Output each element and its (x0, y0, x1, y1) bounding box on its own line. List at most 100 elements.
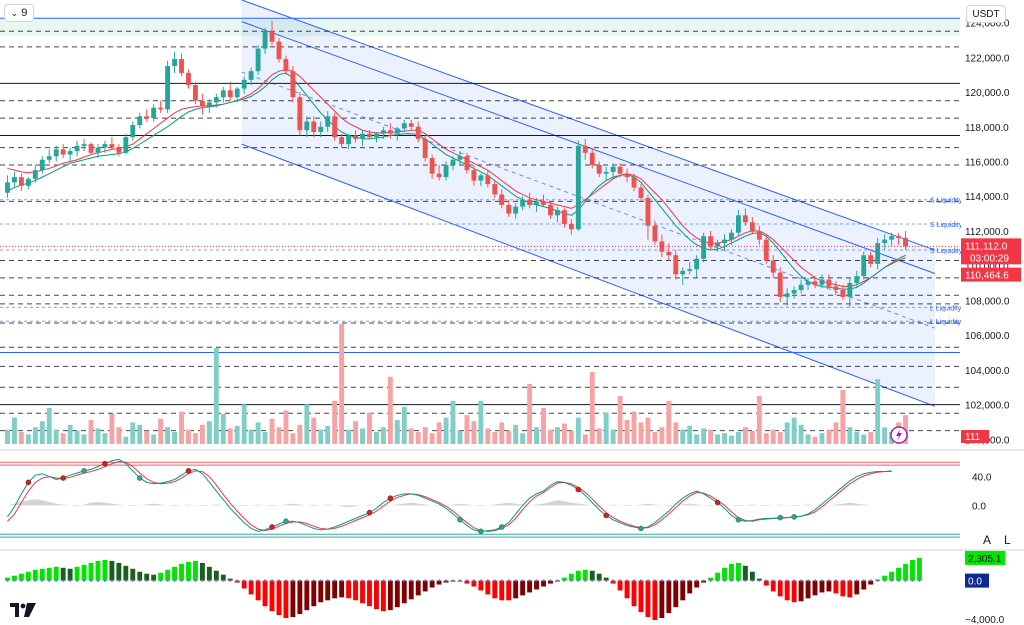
histogram-zero-dot (452, 579, 455, 582)
stoch-cross-up-marker (499, 524, 505, 530)
histogram-bar (722, 567, 727, 581)
volume-bar (255, 422, 261, 444)
histogram-bar (917, 557, 922, 581)
price-tick-label: 124,000.0 (965, 19, 1010, 30)
volume-bar (742, 427, 748, 444)
histogram-zero-dot (674, 579, 677, 582)
histogram-bar (854, 580, 860, 595)
histogram-zero-dot (869, 579, 872, 582)
candle-body (158, 107, 164, 110)
candle-body (172, 59, 177, 66)
histogram-bar (172, 566, 177, 581)
stoch-cross-up-marker (81, 468, 87, 474)
histogram-zero-dot (695, 579, 698, 582)
candle-body (74, 145, 80, 152)
candle-body (12, 177, 17, 183)
histogram-bar (415, 580, 421, 596)
candle-body (276, 41, 282, 60)
volume-bar (701, 428, 707, 444)
histogram-bar (297, 580, 303, 615)
candle-body (513, 206, 519, 214)
histogram-bar (429, 580, 435, 588)
candle-body (255, 48, 261, 72)
volume-bar (248, 429, 254, 444)
auto-scale-button[interactable]: A (983, 533, 992, 547)
candle-body (297, 97, 303, 131)
volume-bar (374, 432, 379, 444)
price-tick-label: 114,000.0 (965, 192, 1009, 203)
histogram-bar (666, 580, 672, 614)
histogram-bar (471, 580, 477, 587)
histogram-bar (638, 580, 644, 613)
histogram-bar (575, 570, 581, 581)
histogram-zero-dot (807, 579, 810, 582)
histogram-zero-dot (883, 579, 886, 582)
histogram-zero-dot (424, 579, 427, 582)
histogram-bar (603, 577, 609, 581)
candle-body (673, 255, 679, 275)
histogram-bar (826, 580, 832, 592)
candle-body (25, 178, 31, 186)
histogram-bar (241, 580, 247, 589)
histogram-zero-dot (507, 579, 510, 582)
histogram-zero-dot (633, 579, 636, 582)
candle-body (88, 144, 94, 153)
volume-bar (25, 434, 31, 444)
volume-bar (798, 424, 804, 444)
log-scale-button[interactable]: L (1004, 533, 1011, 547)
histogram-zero-dot (319, 579, 322, 582)
candle-body (666, 251, 672, 256)
volume-bar (186, 429, 191, 444)
histogram-zero-dot (124, 579, 127, 582)
volume-bar (436, 422, 442, 444)
histogram-bar (548, 580, 553, 584)
volume-bar (652, 432, 658, 444)
volume-bar (206, 421, 212, 444)
candle-body (269, 31, 275, 42)
histogram-bar (199, 562, 205, 581)
candle-body (485, 175, 491, 185)
volume-bar (220, 414, 226, 444)
volume-bar (443, 417, 449, 444)
histogram-bar (304, 580, 310, 611)
currency-selector[interactable]: USDT (966, 5, 1006, 23)
histogram-bar (520, 580, 526, 596)
candle-body (450, 159, 456, 165)
candle-body (854, 276, 860, 284)
histogram-bar (95, 560, 101, 581)
candle-body (527, 199, 533, 205)
volume-bar (875, 379, 881, 444)
histogram-zero-dot (904, 579, 907, 582)
histogram-bar (798, 580, 804, 602)
volume-bar (193, 433, 198, 444)
volume-bar (297, 424, 303, 444)
histogram-bar (269, 580, 275, 612)
stoch-tick-label: 40.0 (972, 473, 992, 484)
volume-bar (568, 430, 574, 444)
candle-body (840, 289, 846, 297)
volume-bar (387, 376, 393, 444)
volume-bar (868, 432, 874, 444)
candle-body (5, 182, 10, 193)
stoch-cross-down-marker (603, 512, 609, 519)
stoch-gray-area (7, 499, 871, 508)
candle-body (861, 255, 867, 277)
histogram-zero-dot (646, 579, 649, 582)
candle-body (457, 156, 463, 160)
volume-bar (812, 436, 818, 444)
candle-body (144, 116, 150, 119)
histogram-bar (109, 560, 115, 581)
candle-body (46, 156, 52, 160)
histogram-zero-dot (758, 579, 761, 582)
volume-bar (603, 412, 609, 444)
candle-body (193, 85, 198, 101)
histogram-last-label: 2,305.1 (968, 554, 1002, 565)
interval-selector[interactable]: ⌄ 9 (4, 4, 34, 22)
stoch-signal-line (7, 460, 892, 532)
histogram-zero-dot (716, 579, 719, 582)
candle-body (102, 144, 108, 148)
stoch-cross-up-marker (735, 517, 742, 523)
candle-body (367, 133, 372, 138)
histogram-zero-dot (83, 579, 86, 582)
